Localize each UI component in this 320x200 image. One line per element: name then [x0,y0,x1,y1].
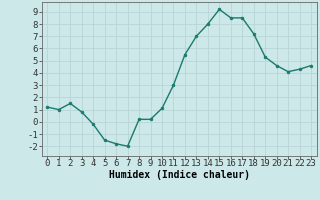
X-axis label: Humidex (Indice chaleur): Humidex (Indice chaleur) [109,170,250,180]
